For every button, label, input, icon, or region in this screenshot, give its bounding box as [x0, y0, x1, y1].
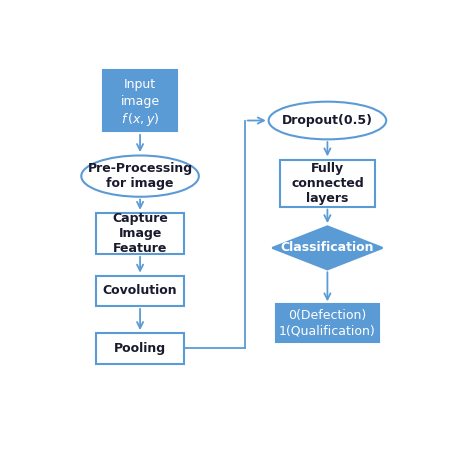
Text: Capture
Image
Feature: Capture Image Feature: [112, 212, 168, 255]
Text: Pooling: Pooling: [114, 342, 166, 355]
Text: Classification: Classification: [281, 241, 374, 254]
FancyBboxPatch shape: [280, 160, 375, 206]
Text: Input: Input: [124, 78, 156, 91]
Text: $f\,(x,y)$: $f\,(x,y)$: [121, 110, 159, 128]
Ellipse shape: [269, 102, 386, 139]
Text: Fully
connected
layers: Fully connected layers: [291, 162, 364, 205]
FancyBboxPatch shape: [96, 333, 184, 363]
Text: Dropout(0.5): Dropout(0.5): [282, 114, 373, 127]
FancyBboxPatch shape: [276, 304, 379, 342]
Text: image: image: [120, 95, 160, 108]
Polygon shape: [272, 226, 383, 269]
Text: 0(Defection)
1(Qualification): 0(Defection) 1(Qualification): [279, 309, 376, 337]
FancyBboxPatch shape: [96, 213, 184, 254]
FancyBboxPatch shape: [103, 70, 177, 131]
Ellipse shape: [82, 156, 199, 197]
Text: Pre-Processing
for image: Pre-Processing for image: [88, 162, 192, 190]
FancyBboxPatch shape: [96, 276, 184, 306]
Text: Covolution: Covolution: [103, 284, 177, 297]
